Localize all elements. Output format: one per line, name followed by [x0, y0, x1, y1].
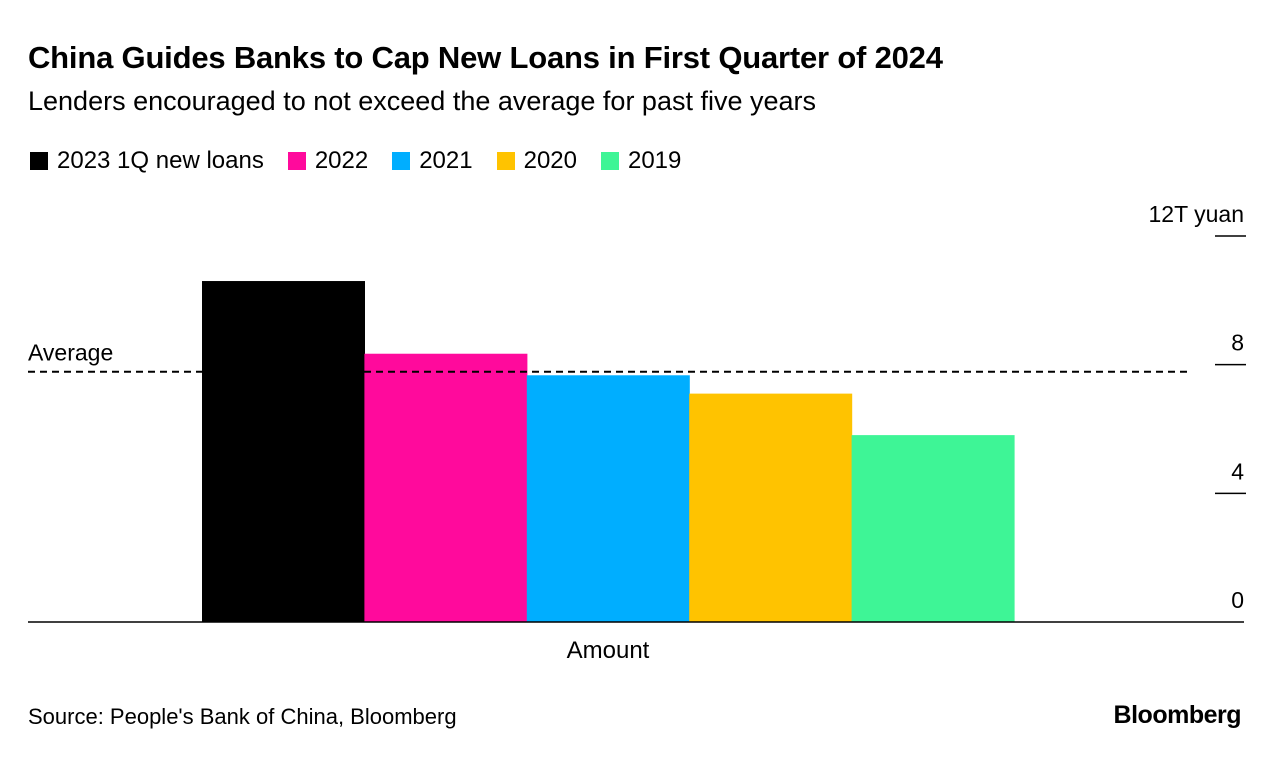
- x-category-label: Amount: [567, 637, 650, 664]
- legend-item: 2019: [600, 147, 682, 175]
- legend-item: 2022: [287, 147, 369, 175]
- legend-label: 2020: [523, 147, 577, 174]
- bloomberg-logo: Bloomberg: [1113, 701, 1242, 729]
- legend-label: 2021: [419, 147, 473, 174]
- legend-item: 2023 1Q new loans: [30, 147, 264, 175]
- legend-swatch: [496, 152, 515, 170]
- legend-label: 2022: [314, 147, 369, 174]
- bar: [851, 435, 1015, 622]
- legend: 2023 1Q new loans 2022 2021 2020 2019: [30, 147, 705, 175]
- legend-label: 2019: [627, 147, 682, 174]
- legend-label: 2023 1Q new loans: [57, 147, 264, 174]
- average-label: Average: [28, 340, 113, 366]
- y-tick-label: 8: [1231, 330, 1244, 356]
- legend-item: 2021: [392, 147, 473, 175]
- legend-swatch: [30, 152, 48, 170]
- bar: [689, 393, 853, 622]
- chart-title: China Guides Banks to Cap New Loans in F…: [28, 40, 943, 75]
- chart-subtitle: Lenders encouraged to not exceed the ave…: [28, 86, 817, 116]
- bar: [364, 353, 528, 622]
- y-tick-label: 4: [1231, 458, 1244, 484]
- bar: [526, 375, 690, 622]
- bar: [202, 281, 365, 622]
- y-tick-label: 12T yuan: [1149, 201, 1244, 227]
- source-note: Source: People's Bank of China, Bloomber…: [28, 704, 457, 729]
- legend-swatch: [392, 152, 411, 170]
- legend-swatch: [600, 152, 619, 170]
- legend-swatch: [287, 152, 306, 170]
- legend-item: 2020: [496, 147, 577, 175]
- y-tick-label: 0: [1231, 587, 1244, 613]
